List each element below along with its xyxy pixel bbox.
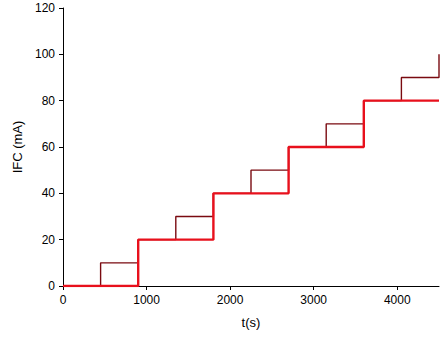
svg-text:4000: 4000 (384, 293, 411, 307)
svg-text:2000: 2000 (217, 293, 244, 307)
svg-text:0: 0 (48, 279, 55, 293)
svg-text:20: 20 (42, 233, 56, 247)
svg-text:t(s): t(s) (242, 315, 261, 330)
svg-text:80: 80 (42, 94, 56, 108)
svg-text:1000: 1000 (133, 293, 160, 307)
svg-text:0: 0 (60, 293, 67, 307)
svg-text:IFC (mA): IFC (mA) (10, 121, 25, 174)
svg-text:120: 120 (35, 1, 55, 15)
svg-text:100: 100 (35, 47, 55, 61)
svg-text:3000: 3000 (300, 293, 327, 307)
svg-text:60: 60 (42, 140, 56, 154)
svg-text:40: 40 (42, 186, 56, 200)
